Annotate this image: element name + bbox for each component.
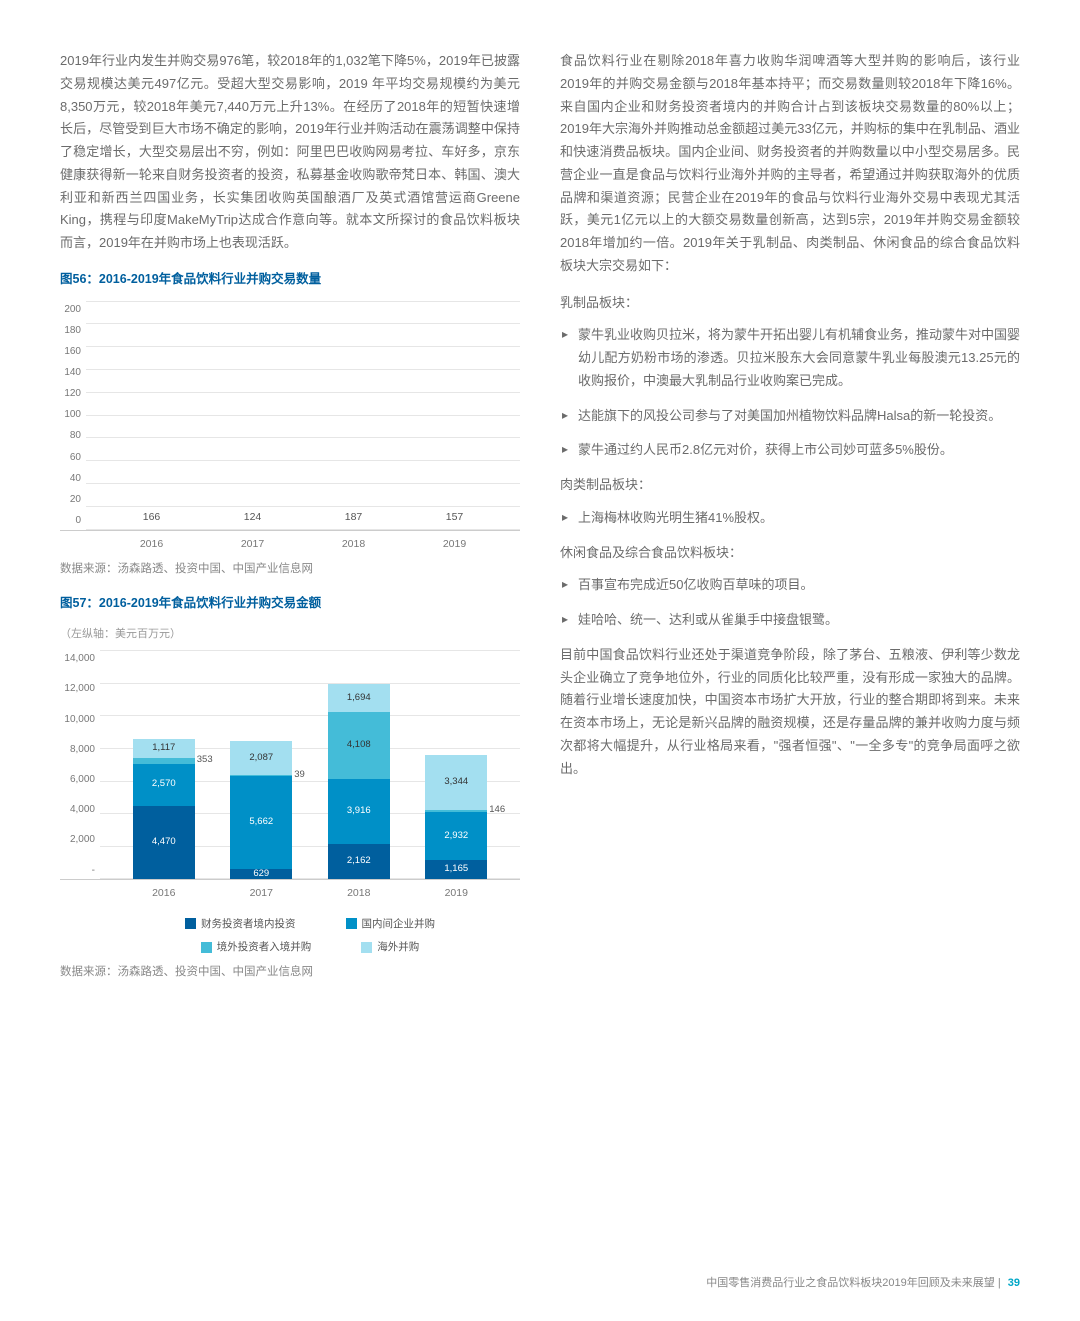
meat-list: 上海梅林收购光明生猪41%股权。 (560, 507, 1020, 530)
right-para-1: 食品饮料行业在剔除2018年喜力收购华润啤酒等大型并购的影响后，该行业2019年… (560, 50, 1020, 278)
list-item: 蒙牛通过约人民币2.8亿元对价，获得上市公司妙可蓝多5%股份。 (562, 439, 1020, 462)
dairy-list: 蒙牛乳业收购贝拉米，将为蒙牛开拓出婴儿有机辅食业务，推动蒙牛对中国婴幼儿配方奶粉… (560, 324, 1020, 462)
chart56-bar: 166 (124, 508, 180, 529)
legend-item: 境外投资者入境并购 (201, 938, 312, 956)
chart57-stack: 4,4702,5703531,117 (133, 739, 195, 879)
page-footer: 中国零售消费品行业之食品饮料板块2019年回顾及未来展望 | 39 (706, 1274, 1020, 1293)
legend-item: 海外并购 (361, 938, 419, 956)
chart57-stack: 6295,662392,087 (230, 741, 292, 879)
chart57-xaxis: 2016201720182019 (60, 884, 520, 902)
list-item: 蒙牛乳业收购贝拉米，将为蒙牛开拓出婴儿有机辅食业务，推动蒙牛对中国婴幼儿配方奶粉… (562, 324, 1020, 392)
list-item: 达能旗下的风投公司参与了对美国加州植物饮料品牌Halsa的新一轮投资。 (562, 405, 1020, 428)
chart57: 14,00012,00010,0008,0006,0004,0002,000- … (60, 650, 520, 880)
left-column: 2019年行业内发生并购交易976笔，较2018年的1,032笔下降5%，201… (60, 50, 520, 997)
footer-text: 中国零售消费品行业之食品饮料板块2019年回顾及未来展望 (706, 1277, 994, 1289)
chart56: 200180160140120100806040200 166 124 187 157 (60, 301, 520, 531)
dairy-label: 乳制品板块： (560, 292, 1020, 315)
chart56-bars: 166 124 187 157 (86, 301, 520, 530)
page-number: 39 (1008, 1277, 1020, 1289)
list-item: 上海梅林收购光明生猪41%股权。 (562, 507, 1020, 530)
chart57-source: 数据来源：汤森路透、投资中国、中国产业信息网 (60, 962, 520, 982)
footer-sep: | (995, 1277, 1004, 1289)
chart57-axis-note: （左纵轴：美元百万元） (60, 625, 520, 644)
right-para-2: 目前中国食品饮料行业还处于渠道竞争阶段，除了茅台、五粮液、伊利等少数龙头企业确立… (560, 644, 1020, 781)
list-item: 娃哈哈、统一、达利或从雀巢手中接盘银鹭。 (562, 609, 1020, 632)
left-para-1: 2019年行业内发生并购交易976笔，较2018年的1,032笔下降5%，201… (60, 50, 520, 255)
chart56-source: 数据来源：汤森路透、投资中国、中国产业信息网 (60, 559, 520, 579)
chart57-yaxis: 14,00012,00010,0008,0006,0004,0002,000- (60, 650, 100, 879)
chart57-legend: 财务投资者境内投资 国内间企业并购境外投资者入境并购 海外并购 (60, 915, 520, 957)
chart57-stack: 2,1623,9164,1081,694 (328, 684, 390, 879)
chart57-bars: 4,4702,5703531,117 6295,662392,087 2,1623,… (100, 650, 520, 879)
chart56-yaxis: 200180160140120100806040200 (60, 301, 86, 530)
legend-item: 国内间企业并购 (346, 915, 436, 933)
chart56-title: 图56：2016-2019年食品饮料行业并购交易数量 (60, 269, 520, 291)
chart56-bar: 157 (427, 508, 483, 529)
chart56-bar: 124 (225, 508, 281, 529)
list-item: 百事宣布完成近50亿收购百草味的项目。 (562, 574, 1020, 597)
chart57-title: 图57：2016-2019年食品饮料行业并购交易金额 (60, 593, 520, 615)
meat-label: 肉类制品板块： (560, 474, 1020, 497)
snack-label: 休闲食品及综合食品饮料板块： (560, 542, 1020, 565)
chart56-xaxis: 2016201720182019 (60, 535, 520, 553)
right-column: 食品饮料行业在剔除2018年喜力收购华润啤酒等大型并购的影响后，该行业2019年… (560, 50, 1020, 997)
legend-item: 财务投资者境内投资 (185, 915, 296, 933)
snack-list: 百事宣布完成近50亿收购百草味的项目。娃哈哈、统一、达利或从雀巢手中接盘银鹭。 (560, 574, 1020, 632)
chart57-stack: 1,1652,9321463,344 (425, 755, 487, 880)
chart56-bar: 187 (326, 508, 382, 529)
